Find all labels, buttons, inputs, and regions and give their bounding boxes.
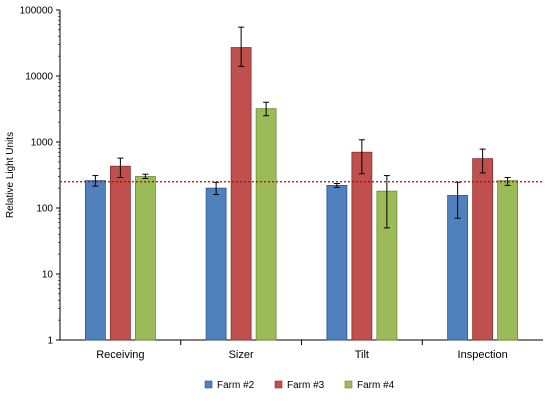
y-tick-label: 100 <box>36 204 53 215</box>
bar-farm-4-inspection <box>497 180 519 341</box>
plot-area: 1 10 100 1000 10000 100000 Receiving Sizer Tilt I… <box>20 6 543 361</box>
y-tick-label: 10 <box>42 270 54 281</box>
y-tick-label: 100000 <box>20 6 54 17</box>
bar-farm-2-sizer <box>205 187 227 341</box>
bar-farm-4-receiving <box>134 176 156 341</box>
bar-farm-4-sizer <box>255 108 277 341</box>
y-tick-label: 1000 <box>31 138 54 149</box>
bar-farm-2-receiving <box>84 180 106 341</box>
x-category-label: Inspection <box>458 349 508 361</box>
x-category-label: Receiving <box>96 349 144 361</box>
legend-label: Farm #2 <box>217 380 255 391</box>
bar-farm-3-inspection <box>472 158 494 341</box>
legend-swatch <box>344 380 353 389</box>
legend-label: Farm #4 <box>357 380 395 391</box>
y-axis-title: Relative Light Units <box>5 132 16 218</box>
legend-swatch <box>274 380 283 389</box>
bar-farm-3-sizer <box>230 47 252 341</box>
legend: Farm #2 Farm #3 Farm #4 <box>204 380 395 391</box>
x-category-label: Tilt <box>355 349 369 361</box>
y-tick-label: 1 <box>47 336 53 347</box>
legend-label: Farm #3 <box>287 380 325 391</box>
bar-farm-3-receiving <box>109 165 131 341</box>
bar-farm-2-tilt <box>326 185 348 341</box>
legend-swatch <box>204 380 213 389</box>
x-category-label: Sizer <box>229 349 254 361</box>
bar-farm-3-tilt <box>351 151 373 341</box>
y-tick-label: 10000 <box>25 72 53 83</box>
